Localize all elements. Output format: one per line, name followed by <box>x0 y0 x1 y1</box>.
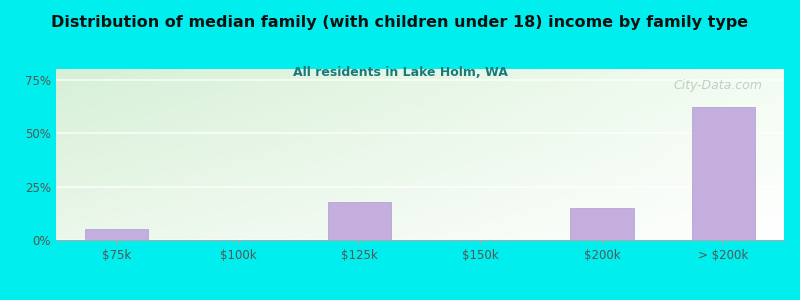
Text: All residents in Lake Holm, WA: All residents in Lake Holm, WA <box>293 66 507 79</box>
Bar <box>692 107 755 240</box>
Text: City-Data.com: City-Data.com <box>674 79 762 92</box>
Bar <box>85 229 148 240</box>
Text: Distribution of median family (with children under 18) income by family type: Distribution of median family (with chil… <box>51 15 749 30</box>
Bar <box>328 202 391 240</box>
Bar <box>570 208 634 240</box>
